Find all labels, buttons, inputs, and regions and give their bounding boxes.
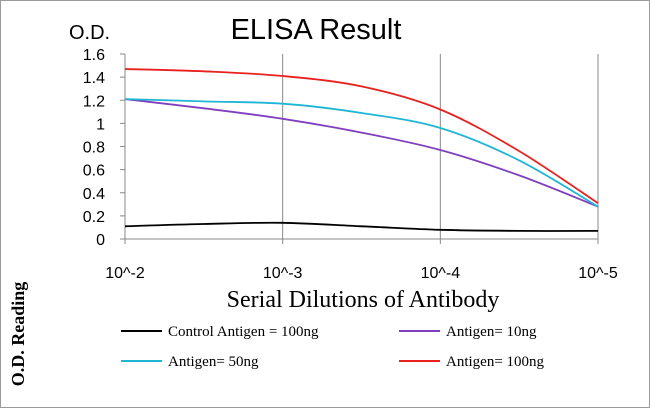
control-antigen-line (124, 221, 599, 232)
antigen-10ng-line (124, 98, 599, 208)
y-tick-labels: 0 0.2 0.4 0.6 0.8 1 1.2 1.4 1.6 (83, 47, 105, 249)
x-tick-labels: 10^-2 10^-3 10^-4 10^-5 (105, 265, 618, 282)
y-tick-label: 1.6 (83, 47, 105, 64)
y-tick-label: 0.8 (83, 140, 105, 157)
y-tick-label: 0.6 (83, 163, 105, 180)
legend: Control Antigen = 100ng Antigen= 10ng Anti… (121, 324, 545, 370)
x-tick-label: 10^-2 (105, 265, 145, 282)
x-axis-title: Serial Dilutions of Antibody (227, 287, 500, 313)
y-tick-label: 1.4 (83, 70, 105, 87)
legend-control-antigen-label: Control Antigen = 100ng (168, 324, 319, 340)
x-tick-label: 10^-3 (263, 265, 303, 282)
legend-antigen-100ng-label: Antigen= 100ng (446, 354, 545, 370)
y-tick-label: 0 (96, 232, 105, 249)
x-tick-label: 10^-4 (421, 265, 461, 282)
chart-title: ELISA Result (231, 14, 402, 46)
series-lines (124, 68, 599, 232)
legend-antigen-50ng-label: Antigen= 50ng (168, 354, 259, 370)
gridlines (124, 54, 599, 244)
y-tick-label: 0.4 (83, 186, 105, 203)
legend-antigen-10ng-label: Antigen= 10ng (446, 324, 537, 340)
y-axis-unit-label: O.D. (69, 22, 110, 44)
x-tick-label: 10^-5 (578, 265, 618, 282)
y-tick-label: 1 (96, 116, 105, 133)
antigen-100ng-line (124, 68, 599, 204)
y-tick-label: 0.2 (83, 209, 105, 226)
y-axis-title: O.D. Reading (8, 282, 28, 387)
y-tick-label: 1.2 (83, 93, 105, 110)
antigen-50ng-line (124, 98, 599, 208)
axes (120, 53, 598, 240)
